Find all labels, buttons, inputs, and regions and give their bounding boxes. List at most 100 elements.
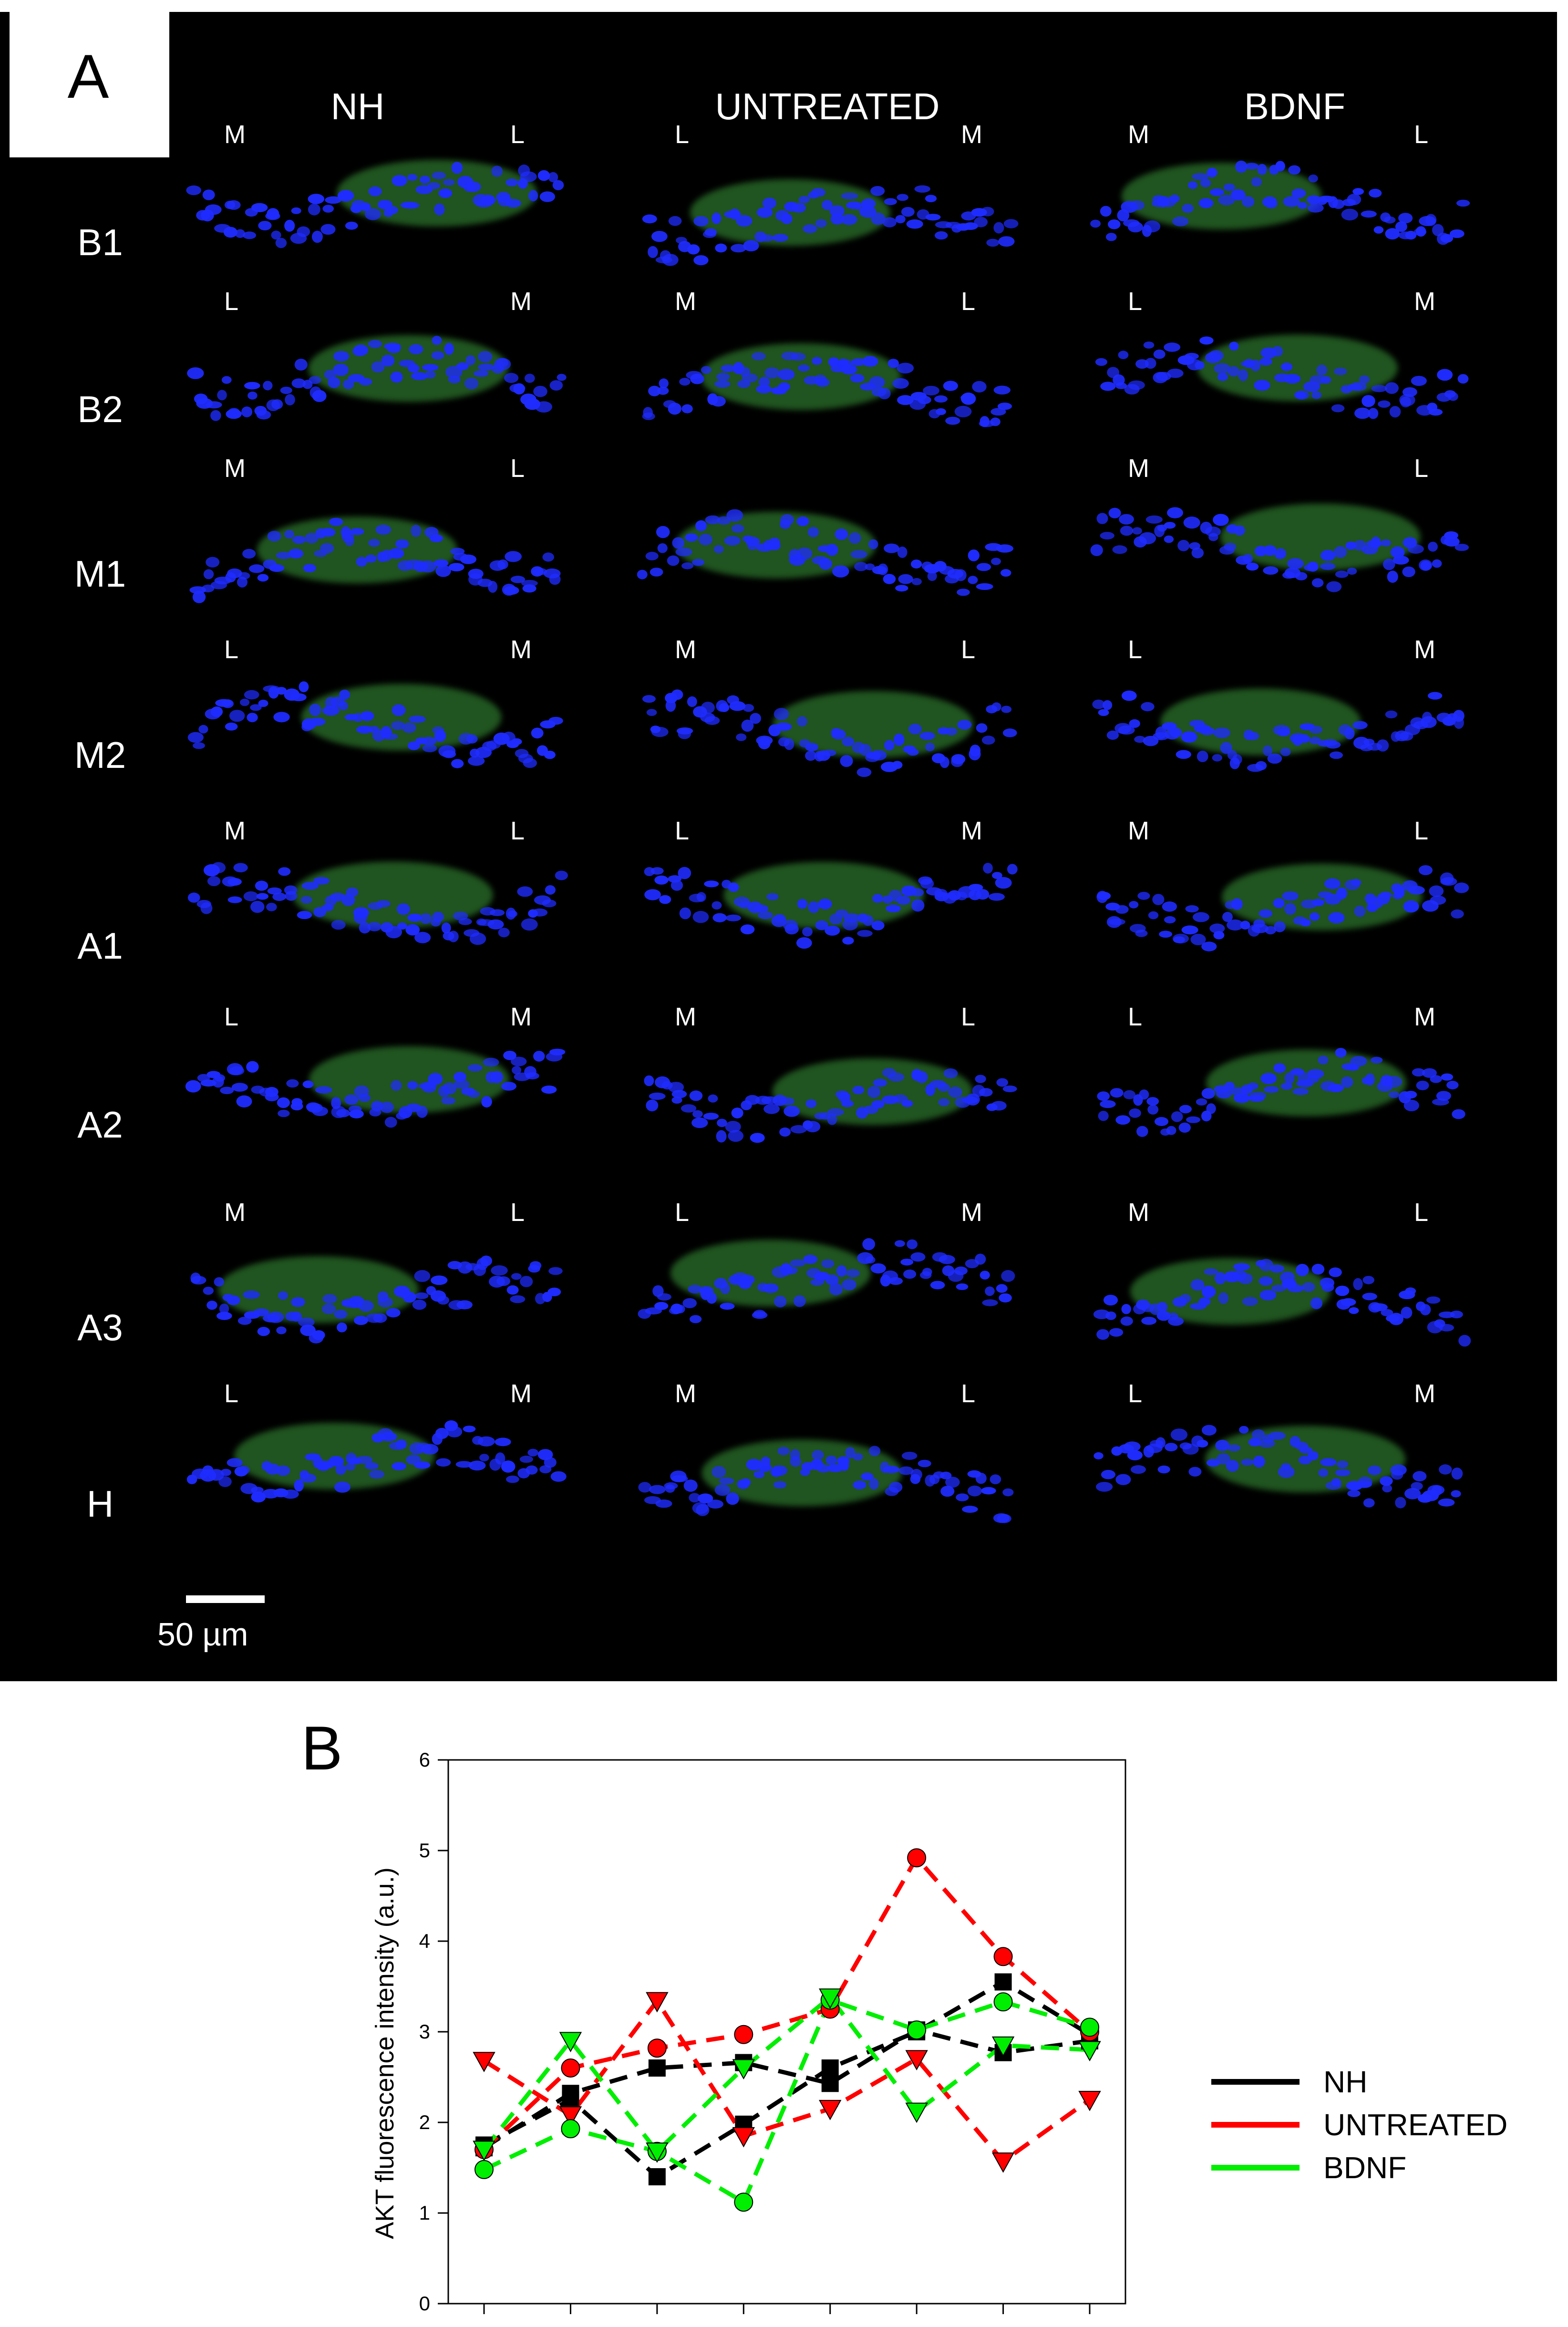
nucleus	[703, 1113, 719, 1120]
nucleus	[999, 1293, 1012, 1303]
nucleus	[1092, 699, 1105, 709]
nucleus	[1419, 559, 1433, 571]
nucleus	[506, 1285, 519, 1295]
nucleus	[1408, 886, 1425, 895]
nucleus	[656, 526, 670, 538]
marker-bdnf-h	[1078, 2041, 1101, 2062]
row-label-a1: A1	[77, 925, 123, 967]
nucleus	[220, 1469, 232, 1476]
nucleus	[402, 1292, 416, 1303]
nucleus	[407, 741, 420, 750]
orientation-label-left: M	[1128, 120, 1149, 149]
nucleus	[1335, 570, 1349, 578]
nucleus	[297, 226, 310, 237]
nucleus	[1232, 754, 1242, 765]
orientation-label-left: L	[675, 120, 689, 149]
nucleus	[943, 381, 958, 391]
nucleus	[981, 1487, 996, 1495]
nucleus	[1100, 532, 1114, 540]
nucleus	[1164, 916, 1176, 924]
nucleus	[1201, 1285, 1216, 1298]
nucleus	[1302, 1282, 1315, 1292]
nucleus	[1368, 408, 1379, 419]
nucleus	[975, 1472, 987, 1484]
nucleus	[501, 1082, 516, 1091]
nucleus	[835, 528, 848, 540]
nucleus	[668, 1082, 684, 1093]
nucleus	[724, 536, 741, 546]
nucleus	[392, 175, 407, 186]
nucleus	[1002, 728, 1017, 737]
nucleus	[359, 922, 371, 934]
nucleus	[380, 1101, 394, 1113]
nucleus	[1147, 1104, 1159, 1115]
nucleus	[1098, 1110, 1109, 1121]
nucleus	[910, 1474, 921, 1484]
nucleus	[1430, 895, 1446, 905]
nucleus	[247, 713, 258, 723]
nucleus	[638, 1482, 651, 1493]
orientation-label-left: M	[224, 1198, 246, 1227]
nucleus	[1331, 1478, 1341, 1487]
nucleus	[246, 1061, 259, 1073]
nucleus	[1449, 229, 1465, 238]
nucleus	[907, 748, 919, 756]
nucleus	[1155, 1437, 1166, 1448]
nucleus	[845, 1447, 856, 1458]
nucleus	[784, 738, 794, 750]
nucleus	[407, 913, 423, 922]
nucleus	[422, 364, 439, 371]
plot-frame	[447, 1759, 1126, 2305]
nucleus	[1324, 878, 1341, 889]
nucleus	[1198, 198, 1214, 208]
nucleus	[330, 892, 346, 901]
nucleus	[345, 1463, 355, 1471]
nucleus	[1361, 210, 1377, 218]
nucleus	[825, 1455, 837, 1465]
nucleus	[341, 894, 355, 906]
nucleus	[1455, 544, 1469, 551]
akt-stain-region	[1130, 1258, 1331, 1325]
nucleus	[1384, 216, 1396, 224]
nucleus	[491, 1265, 508, 1276]
nucleus	[223, 227, 237, 238]
nucleus	[1373, 226, 1384, 234]
nucleus	[1115, 382, 1127, 389]
nucleus	[544, 1457, 557, 1468]
nucleus	[542, 552, 554, 562]
nucleus	[823, 749, 836, 756]
nucleus	[218, 1476, 232, 1488]
nucleus	[208, 1469, 224, 1481]
nucleus	[683, 1479, 698, 1492]
nucleus	[901, 207, 915, 217]
orientation-label-right: M	[1414, 1003, 1435, 1031]
nucleus	[1311, 1263, 1325, 1275]
nucleus	[1200, 178, 1211, 187]
nucleus	[790, 1259, 806, 1267]
nucleus	[712, 1466, 726, 1478]
nucleus	[805, 1121, 821, 1133]
nucleus	[1336, 1460, 1349, 1469]
nucleus	[1295, 572, 1308, 580]
nucleus	[373, 1313, 387, 1323]
nucleus	[217, 390, 227, 401]
marker-untreated-m1	[646, 1992, 669, 2013]
nucleus	[1298, 202, 1308, 209]
marker-bdnf-a1	[819, 1988, 842, 2009]
series-markers	[473, 1848, 1101, 2212]
nucleus	[972, 381, 987, 393]
nucleus	[211, 862, 226, 873]
y-tick-label: 0	[419, 2292, 430, 2315]
nucleus	[1291, 188, 1306, 198]
nucleus	[496, 1276, 511, 1286]
nucleus	[756, 735, 773, 745]
nucleus	[1359, 375, 1370, 384]
nucleus	[1120, 526, 1134, 536]
nucleus	[352, 346, 366, 357]
orientation-label-left: M	[675, 1003, 696, 1031]
nucleus	[743, 704, 754, 712]
nucleus	[1181, 925, 1198, 935]
nucleus	[951, 754, 966, 765]
